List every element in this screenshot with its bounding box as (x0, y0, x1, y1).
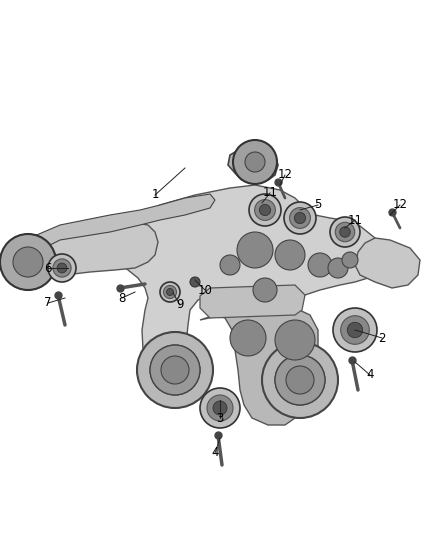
Text: 10: 10 (198, 284, 212, 296)
Text: 12: 12 (392, 198, 407, 212)
Circle shape (249, 194, 281, 226)
Circle shape (13, 247, 43, 277)
Circle shape (137, 332, 213, 408)
Circle shape (253, 278, 277, 302)
Text: 11: 11 (347, 214, 363, 227)
Circle shape (333, 308, 377, 352)
Circle shape (330, 217, 360, 247)
Circle shape (150, 345, 200, 395)
Circle shape (275, 355, 325, 405)
Circle shape (230, 320, 266, 356)
Circle shape (48, 254, 76, 282)
Circle shape (200, 388, 240, 428)
Circle shape (233, 140, 277, 184)
Circle shape (290, 207, 311, 229)
Circle shape (53, 259, 71, 277)
Polygon shape (20, 194, 215, 255)
Polygon shape (355, 238, 420, 288)
Circle shape (166, 288, 173, 295)
Text: 4: 4 (366, 368, 374, 382)
Circle shape (328, 258, 348, 278)
Circle shape (220, 255, 240, 275)
Circle shape (340, 227, 350, 237)
Text: 6: 6 (44, 262, 52, 274)
Circle shape (160, 282, 180, 302)
Text: 9: 9 (176, 298, 184, 311)
Polygon shape (200, 308, 318, 425)
Text: 11: 11 (262, 187, 278, 199)
Circle shape (163, 286, 177, 298)
Circle shape (335, 222, 355, 242)
Circle shape (275, 355, 325, 405)
Text: 7: 7 (44, 296, 52, 310)
Polygon shape (200, 285, 305, 318)
Circle shape (213, 401, 227, 415)
Circle shape (259, 204, 271, 216)
Circle shape (284, 202, 316, 234)
Text: 1: 1 (151, 189, 159, 201)
Polygon shape (228, 145, 278, 183)
Circle shape (262, 342, 338, 418)
Circle shape (341, 316, 369, 344)
Circle shape (347, 322, 363, 338)
Circle shape (161, 356, 189, 384)
Text: 3: 3 (216, 411, 224, 424)
Circle shape (190, 277, 200, 287)
Circle shape (237, 232, 273, 268)
Text: 4: 4 (211, 447, 219, 459)
Circle shape (245, 152, 265, 172)
Circle shape (294, 212, 306, 224)
Circle shape (286, 366, 314, 394)
Text: 12: 12 (278, 168, 293, 182)
Polygon shape (115, 185, 385, 405)
Circle shape (308, 253, 332, 277)
Text: 8: 8 (118, 292, 126, 304)
Circle shape (275, 320, 315, 360)
Circle shape (254, 199, 276, 221)
Polygon shape (17, 222, 158, 280)
Circle shape (150, 345, 200, 395)
Circle shape (207, 395, 233, 421)
Circle shape (0, 234, 56, 290)
Circle shape (57, 263, 67, 273)
Circle shape (275, 240, 305, 270)
Circle shape (342, 252, 358, 268)
Text: 5: 5 (314, 198, 321, 212)
Text: 2: 2 (378, 332, 386, 344)
